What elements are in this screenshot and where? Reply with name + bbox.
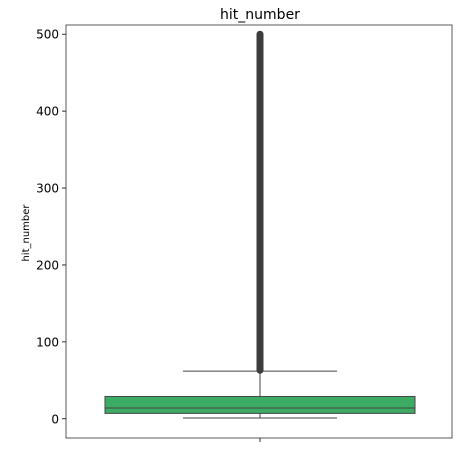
y-tick-label: 200 xyxy=(36,258,59,272)
y-tick-label: 300 xyxy=(36,182,59,196)
y-tick-label: 400 xyxy=(36,105,59,119)
plot-area: 0 100 200 300 400 500 xyxy=(36,24,453,442)
axes-frame xyxy=(65,24,453,439)
y-tick-label: 500 xyxy=(36,28,59,42)
y-axis-label: hit_number xyxy=(21,204,32,262)
chart-title: hit_number xyxy=(220,7,300,23)
y-tick-label: 0 xyxy=(51,412,59,426)
iqr-box xyxy=(104,395,416,414)
y-tick-label: 100 xyxy=(36,335,59,349)
